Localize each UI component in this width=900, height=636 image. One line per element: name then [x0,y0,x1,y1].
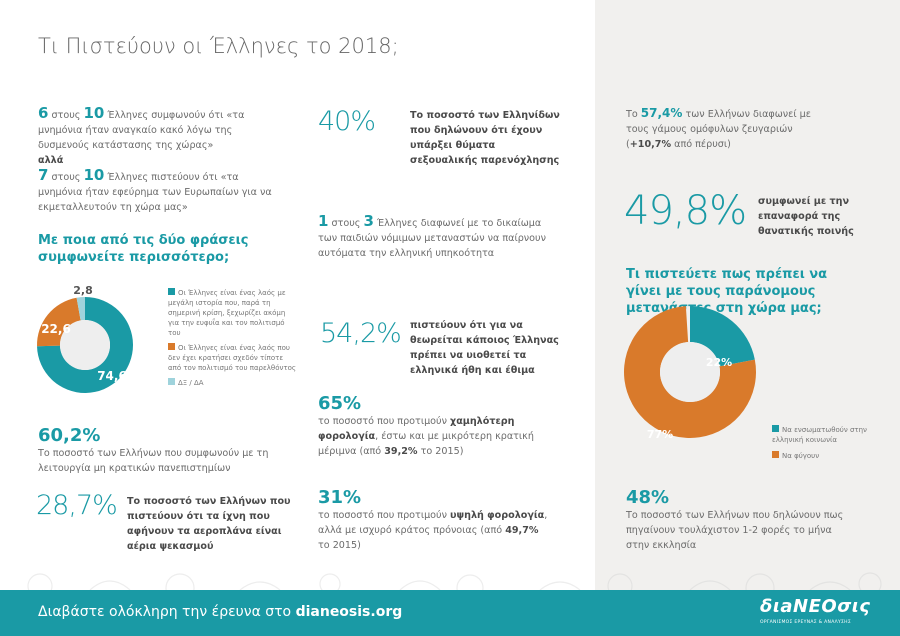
stat-value: 31% [318,487,362,508]
donut-hole [60,320,110,370]
stat: 10 [83,104,105,122]
donut-chart-greeks: 74,6 22,6 2,8 [36,284,133,393]
donut-chart-migrants: 22% 77% [624,306,756,441]
chart-legend-2: Να ενσωματωθούν στην ελληνική κοινωνία Ν… [772,425,882,461]
legend-item: Οι Έλληνες είναι ένας λαός με μεγάλη ιστ… [168,288,296,338]
donut-hole [660,342,720,402]
church-stat: 48% Το ποσοστό των Ελλήνων που δηλώνουν … [626,488,856,553]
decorative-pattern [27,572,882,590]
text: Έλληνες συμφωνούν ότι «τα μνημόνια ήταν … [38,110,245,151]
legend-label: Οι Έλληνες είναι ένας λαός που δεν έχει … [168,344,297,372]
swatch [772,425,779,432]
legend-item: ΔΞ / ΔΑ [168,378,296,388]
donut-slice [624,306,756,438]
customs-value: 54,2% [320,318,402,349]
data-label: 74,6 [97,369,127,383]
legend-item: Να φύγουν [772,451,882,461]
text: 49,7% [505,525,539,536]
harassment-value: 40% [318,106,376,137]
chart-legend-1: Οι Έλληνες είναι ένας λαός με μεγάλη ιστ… [168,288,296,388]
question-heading-2: Τι πιστεύετε πως πρέπει να γίνει με τους… [626,267,828,316]
text: στους [48,172,84,183]
text: χαμηλότερη φορολογία [318,416,515,442]
stat: 6 [38,104,49,122]
legend-label: Οι Έλληνες είναι ένας λαός με μεγάλη ιστ… [168,289,286,337]
question-heading-1: Με ποια από τις δύο φράσεις συμφωνείτε π… [38,233,249,265]
swatch [772,451,779,458]
stat-text: Το ποσοστό των Ελλήνων που δηλώνουν πως … [626,510,844,551]
footer-banner: Διαβάστε ολόκληρη την έρευνα στο dianeos… [0,590,900,636]
same-sex-block: Το 57,4% των Ελλήνων διαφωνεί με τους γά… [626,106,836,152]
harassment-text: Το ποσοστό των Ελληνίδων που δηλώνουν ότ… [410,110,560,166]
text: από πέρυσι) [671,139,731,150]
death-penalty-text: συμφωνεί με την επαναφορά της θανατικής … [758,196,854,237]
data-label: 2,8 [73,284,93,297]
customs-text: πιστεύουν ότι για να θεωρείται κάποιος Έ… [410,320,559,376]
text: Το [626,109,641,120]
data-label: 22% [706,356,732,369]
donut-slice [36,297,81,347]
text: Έλληνες πιστεύουν ότι «τα μνημόνια ήταν … [38,172,272,213]
text: 39,2% [384,446,418,457]
donut-slice [37,297,133,393]
legend-label: ΔΞ / ΔΑ [178,379,204,387]
high-tax-block: 31% το ποσοστό που προτιμούν υψηλή φορολ… [318,488,548,553]
stat-value: 65% [318,393,362,414]
text: Έλληνες διαφωνεί με το δικαίωμα των παιδ… [318,218,546,259]
legend-item: Να ενσωματωθούν στην ελληνική κοινωνία [772,425,882,445]
stat: 10 [83,166,105,184]
data-label: 22,6 [41,322,71,336]
citizenship-block: 1 στους 3 Έλληνες διαφωνεί με το δικαίωμ… [318,214,548,261]
right-column-background [595,0,900,590]
text: υψηλή φορολογία [450,510,545,521]
legend-label: Να ενσωματωθούν στην ελληνική κοινωνία [772,426,867,444]
donut-slice [76,297,85,321]
dianeosis-logo: διaNEOσις [760,596,871,617]
text: στους [328,218,364,229]
text: των Ελλήνων διαφωνεί με τους γάμους ομόφ… [626,109,811,150]
text: στους [48,110,84,121]
legend-label: Να φύγουν [782,452,820,460]
text: αλλά [38,155,64,166]
memoranda-block: 6 στους 10 Έλληνες συμφωνούν ότι «τα μνη… [38,106,283,215]
stat: +10,7% [629,139,672,150]
text: το ποσοστό που προτιμούν [318,510,451,521]
text: το ποσοστό που προτιμούν [318,416,451,427]
stat: 7 [38,166,49,184]
swatch [168,343,175,350]
swatch [168,288,175,295]
universities-stat: 60,2% Το ποσοστό των Ελλήνων που συμφωνο… [38,426,288,476]
text: , έστω και με μικρότερη κρατική μέριμνα … [318,431,534,457]
data-label: 77% [647,428,673,441]
low-tax-block: 65% το ποσοστό που προτιμούν χαμηλότερη … [318,394,548,459]
chemtrails-value: 28,7% [36,490,118,521]
chemtrails-text: Το ποσοστό των Ελλήνων που πιστεύουν ότι… [127,496,291,552]
logo-subtitle: ΟΡΓΑΝΙΣΜΟΣ ΕΡΕΥΝΑΣ & ΑΝΑΛΥΣΗΣ [760,620,852,625]
stat-value: 48% [626,487,670,508]
donut-slice [690,306,755,367]
stat: 3 [363,212,374,230]
swatch [168,378,175,385]
footer-cta: Διαβάστε ολόκληρη την έρευνα στο [38,604,296,620]
stat-value: 60,2% [38,425,101,446]
stat: 57,4% [640,106,683,120]
legend-item: Οι Έλληνες είναι ένας λαός που δεν έχει … [168,343,296,373]
page-title: Τι Πιστεύουν οι Έλληνες το 2018; [38,34,399,58]
death-penalty-value: 49,8% [624,188,747,234]
stat: 1 [318,212,329,230]
text: , αλλά με ισχυρό κράτος πρόνοιας (από [318,510,548,536]
text: το 2015) [417,446,464,457]
footer-text: Διαβάστε ολόκληρη την έρευνα στο dianeos… [38,604,402,620]
footer-link[interactable]: dianeosis.org [295,604,403,620]
text: το 2015) [318,540,361,551]
stat-text: Το ποσοστό των Ελλήνων που συμφωνούν με … [38,448,269,474]
